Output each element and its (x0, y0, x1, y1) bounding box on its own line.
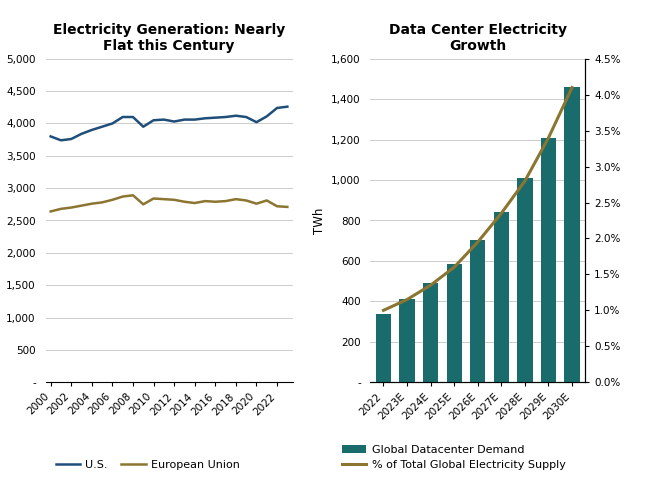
Bar (399, 299, 415, 382)
Bar (470, 240, 486, 382)
Bar (493, 213, 509, 382)
Title: Data Center Electricity
Growth: Data Center Electricity Growth (389, 23, 567, 53)
Bar (423, 283, 438, 382)
Y-axis label: TWh: TWh (313, 207, 326, 234)
Bar (376, 315, 391, 382)
Legend: U.S., European Union: U.S., European Union (51, 456, 244, 475)
Legend: Global Datacenter Demand, % of Total Global Electricity Supply: Global Datacenter Demand, % of Total Glo… (337, 440, 570, 475)
Bar (541, 138, 556, 382)
Title: Electricity Generation: Nearly
Flat this Century: Electricity Generation: Nearly Flat this… (53, 23, 285, 53)
Bar (564, 87, 580, 382)
Bar (517, 178, 532, 382)
Bar (447, 264, 462, 382)
